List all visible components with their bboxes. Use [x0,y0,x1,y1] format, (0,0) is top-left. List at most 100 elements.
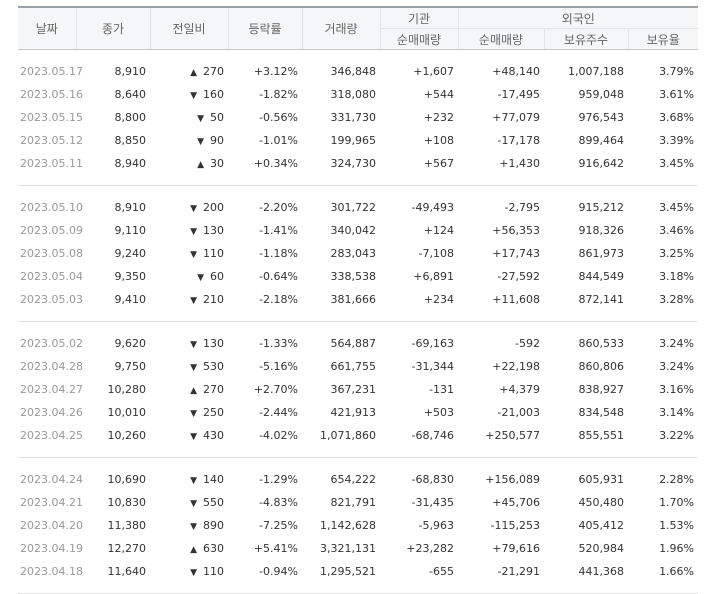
cell-foreign-net: +11,608 [492,293,540,306]
cell-change: ▼ 60 [150,265,228,288]
cell-close: 12,270 [107,542,147,555]
cell-foreign-ratio: 3.25% [659,247,695,260]
cell-foreign-net: -27,592 [497,270,540,283]
cell-date: 2023.04.20 [20,519,83,532]
cell-foreign-net: +79,616 [492,542,540,555]
table-row: 2023.05.03 9,410 ▼ 210 -2.18% 381,666 +234 +11,… [18,288,698,311]
cell-inst-net: +503 [423,406,454,419]
change-value: 60 [210,270,224,283]
cell-change: ▼ 110 [150,560,228,583]
arrow-down-icon: ▼ [197,273,204,283]
cell-close: 11,380 [107,519,147,532]
cell-date: 2023.05.04 [20,270,83,283]
cell-date: 2023.05.16 [20,88,83,101]
change-value: 140 [203,473,224,486]
table-row: 2023.04.28 9,750 ▼ 530 -5.16% 661,755 -31,344 +… [18,355,698,378]
group-divider [18,447,699,458]
table-row: 2023.05.02 9,620 ▼ 130 -1.33% 564,887 -69,163 -… [18,332,698,355]
header-institution: 기관 [379,6,458,29]
arrow-down-icon: ▼ [190,409,197,419]
cell-foreign-net: +156,089 [485,473,540,486]
cell-change: ▼ 530 [150,355,228,378]
header-foreigner: 외국인 [457,6,699,29]
table-row: 2023.05.11 8,940 ▲ 30 +0.34% 324,730 +567 +1,43… [18,152,698,175]
cell-foreign-holdings: 861,973 [578,247,625,260]
cell-foreign-ratio: 2.28% [659,473,695,486]
cell-foreign-net: -21,291 [497,565,540,578]
cell-inst-net: +108 [423,134,454,147]
cell-volume: 346,848 [330,65,377,78]
arrow-down-icon: ▼ [190,296,197,306]
cell-rate: +0.34% [253,157,298,170]
cell-close: 9,240 [114,247,147,260]
cell-foreign-ratio: 3.61% [659,88,695,101]
cell-foreign-net: -115,253 [490,519,540,532]
cell-date: 2023.04.24 [20,473,83,486]
cell-change: ▼ 200 [150,196,228,219]
cell-inst-net: -131 [429,383,454,396]
cell-foreign-holdings: 916,642 [578,157,625,170]
cell-close: 8,910 [114,65,147,78]
cell-foreign-ratio: 1.66% [659,565,695,578]
cell-volume: 381,666 [330,293,377,306]
cell-inst-net: -31,344 [411,360,454,373]
cell-volume: 367,231 [330,383,377,396]
cell-close: 9,750 [114,360,147,373]
cell-close: 10,280 [107,383,147,396]
cell-change: ▼ 250 [150,401,228,424]
cell-inst-net: -68,746 [411,429,454,442]
cell-foreign-net: +77,079 [492,111,540,124]
cell-rate: -4.02% [259,429,298,442]
cell-foreign-holdings: 1,007,188 [568,65,624,78]
cell-volume: 1,142,628 [320,519,376,532]
cell-date: 2023.04.18 [20,565,83,578]
cell-foreign-net: +22,198 [492,360,540,373]
change-value: 30 [210,157,224,170]
arrow-down-icon: ▼ [190,476,197,486]
cell-close: 10,010 [107,406,147,419]
cell-rate: +3.12% [253,65,298,78]
cell-change: ▼ 210 [150,288,228,311]
table-body: 2023.05.17 8,910 ▲ 270 +3.12% 346,848 +1,607 +4… [18,50,699,594]
cell-close: 10,260 [107,429,147,442]
cell-rate: -2.44% [259,406,298,419]
cell-foreign-ratio: 3.39% [659,134,695,147]
cell-volume: 564,887 [330,337,377,350]
cell-close: 8,940 [114,157,147,170]
cell-foreign-holdings: 860,806 [578,360,625,373]
cell-foreign-ratio: 1.70% [659,496,695,509]
cell-foreign-holdings: 872,141 [578,293,625,306]
cell-foreign-ratio: 3.28% [659,293,695,306]
cell-foreign-ratio: 3.14% [659,406,695,419]
cell-rate: +2.70% [253,383,298,396]
cell-foreign-net: +48,140 [492,65,540,78]
cell-change: ▼ 130 [150,219,228,242]
cell-close: 9,410 [114,293,147,306]
cell-change: ▼ 140 [150,468,228,491]
cell-date: 2023.05.09 [20,224,83,237]
cell-volume: 318,080 [330,88,377,101]
cell-rate: -1.33% [259,337,298,350]
arrow-down-icon: ▼ [197,114,204,124]
cell-inst-net: -31,435 [411,496,454,509]
header-rate: 등락률 [227,6,302,49]
cell-foreign-holdings: 838,927 [578,383,625,396]
cell-foreign-holdings: 834,548 [578,406,625,419]
cell-date: 2023.04.27 [20,383,83,396]
arrow-down-icon: ▼ [190,250,197,260]
cell-foreign-net: +17,743 [492,247,540,260]
cell-rate: -5.16% [259,360,298,373]
cell-close: 11,640 [107,565,147,578]
cell-rate: +5.41% [253,542,298,555]
table-row: 2023.04.18 11,640 ▼ 110 -0.94% 1,295,521 -655 -… [18,560,698,583]
table-row: 2023.05.08 9,240 ▼ 110 -1.18% 283,043 -7,108 +1… [18,242,698,265]
table-row: 2023.04.21 10,830 ▼ 550 -4.83% 821,791 -31,435… [18,491,698,514]
change-value: 530 [203,360,224,373]
cell-inst-net: -655 [429,565,454,578]
cell-volume: 301,722 [330,201,377,214]
cell-inst-net: +544 [423,88,454,101]
table-row: 2023.04.27 10,280 ▲ 270 +2.70% 367,231 -131 +4,… [18,378,698,401]
cell-close: 8,850 [114,134,147,147]
cell-rate: -1.41% [259,224,298,237]
change-value: 210 [203,293,224,306]
